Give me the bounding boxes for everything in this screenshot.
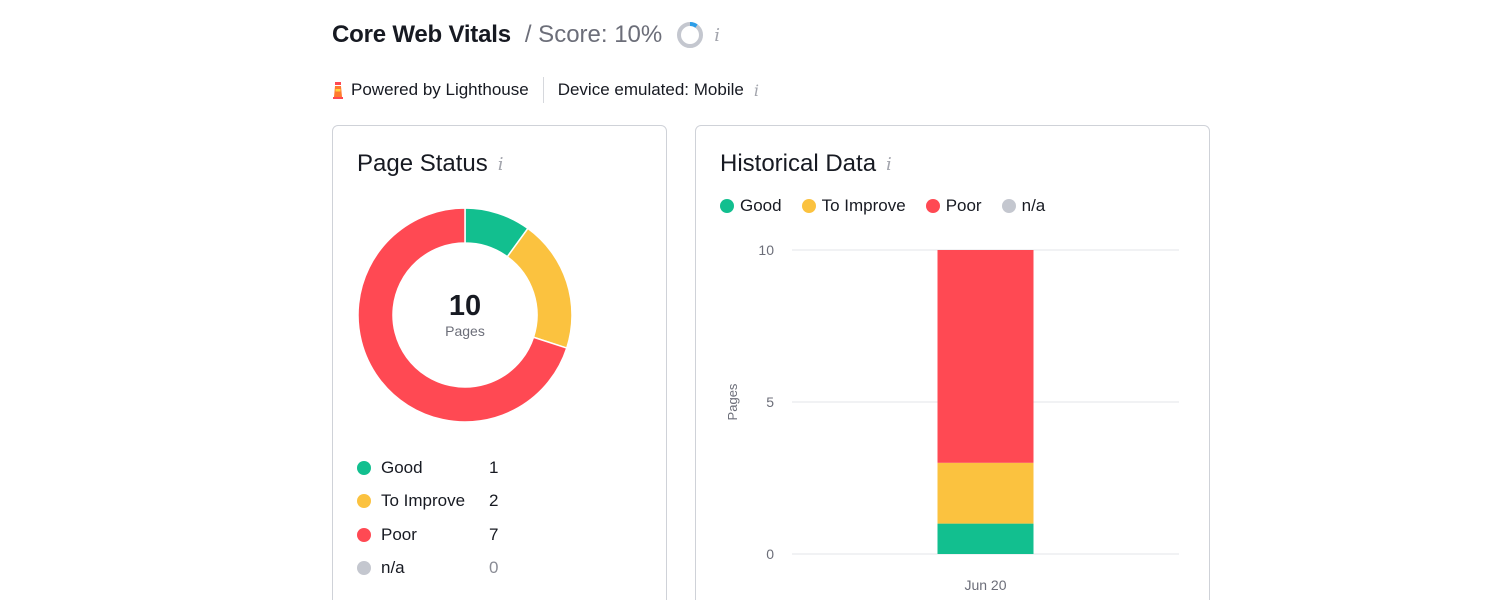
score-info-icon[interactable]: i (714, 24, 721, 46)
bar-segment-good[interactable] (937, 523, 1034, 554)
legend-label: Poor (381, 524, 417, 544)
legend-label: To Improve (381, 491, 466, 511)
legend-to-improve[interactable]: To Improve (801, 196, 906, 216)
legend-count: 2 (489, 491, 499, 511)
page-status-info-icon[interactable]: i (497, 153, 504, 175)
page-status-card: Page Status i 10 Pages Good 1 To Improve… (332, 125, 667, 600)
page-status-title: Page Status i (357, 150, 504, 178)
poor-dot-icon (357, 527, 371, 542)
legend-label: To Improve (821, 196, 906, 215)
page-status-legend: Good 1 To Improve 2 Poor 7 n/a 0 (357, 451, 517, 585)
na-dot-icon (1001, 199, 1016, 213)
legend-label: n/a (1021, 196, 1046, 215)
lighthouse-bar: Powered by Lighthouse Device emulated: M… (332, 76, 759, 104)
na-dot-icon (357, 561, 371, 576)
good-dot-icon (720, 199, 734, 213)
y-tick-label: 10 (758, 242, 774, 258)
y-axis-label: Pages (725, 383, 740, 420)
bar-segment-to-improve[interactable] (937, 462, 1034, 524)
legend-row-to-improve[interactable]: To Improve 2 (357, 485, 517, 519)
legend-row-poor[interactable]: Poor 7 (357, 518, 517, 552)
good-dot-icon (357, 460, 371, 475)
historical-data-card: Historical Data i Good To Improve Poor n… (695, 125, 1210, 600)
score-ring-icon (677, 22, 704, 48)
legend-count: 1 (489, 457, 499, 477)
device-info-icon[interactable]: i (753, 80, 759, 100)
legend-label: Good (740, 196, 782, 215)
page-title: Core Web Vitals (332, 21, 511, 48)
legend-row-good[interactable]: Good 1 (357, 451, 517, 485)
y-tick-label: 5 (766, 394, 774, 410)
historical-bar-chart: 0 5 10 Pages Jun 20 (725, 242, 1179, 593)
divider (542, 77, 544, 103)
x-tick-label: Jun 20 (964, 577, 1006, 593)
donut-caption: Pages (445, 323, 485, 339)
historical-title-text: Historical Data (720, 150, 877, 177)
legend-count: 0 (489, 558, 499, 578)
legend-row-na[interactable]: n/a 0 (357, 552, 517, 586)
to-improve-dot-icon (801, 199, 816, 213)
device-emulated: Device emulated: Mobile (557, 80, 744, 99)
legend-poor[interactable]: Poor (925, 196, 982, 216)
donut-center: 10 Pages (357, 207, 573, 423)
donut-slice-poor[interactable] (357, 207, 568, 423)
legend-na[interactable]: n/a (1001, 196, 1046, 216)
score-label: / Score: 10% (524, 21, 663, 48)
page-status-title-text: Page Status (357, 150, 488, 177)
historical-info-icon[interactable]: i (886, 153, 892, 175)
lighthouse-icon (333, 82, 343, 99)
historical-title: Historical Data i (720, 150, 892, 178)
historical-legend: Good To Improve Poor n/a (720, 196, 1065, 216)
donut-total: 10 (448, 290, 482, 322)
bar-segment-poor[interactable] (937, 250, 1034, 463)
page-status-donut-chart (357, 207, 573, 423)
poor-dot-icon (925, 199, 940, 213)
y-tick-label: 0 (766, 546, 774, 562)
to-improve-dot-icon (357, 494, 371, 509)
legend-count: 7 (489, 524, 499, 544)
legend-label: n/a (381, 558, 405, 578)
legend-good[interactable]: Good (720, 196, 782, 216)
legend-label: Good (381, 457, 423, 477)
powered-by-lighthouse: Powered by Lighthouse (351, 80, 529, 99)
page-header: Core Web Vitals / Score: 10% i (332, 18, 720, 52)
legend-label: Poor (945, 196, 982, 215)
